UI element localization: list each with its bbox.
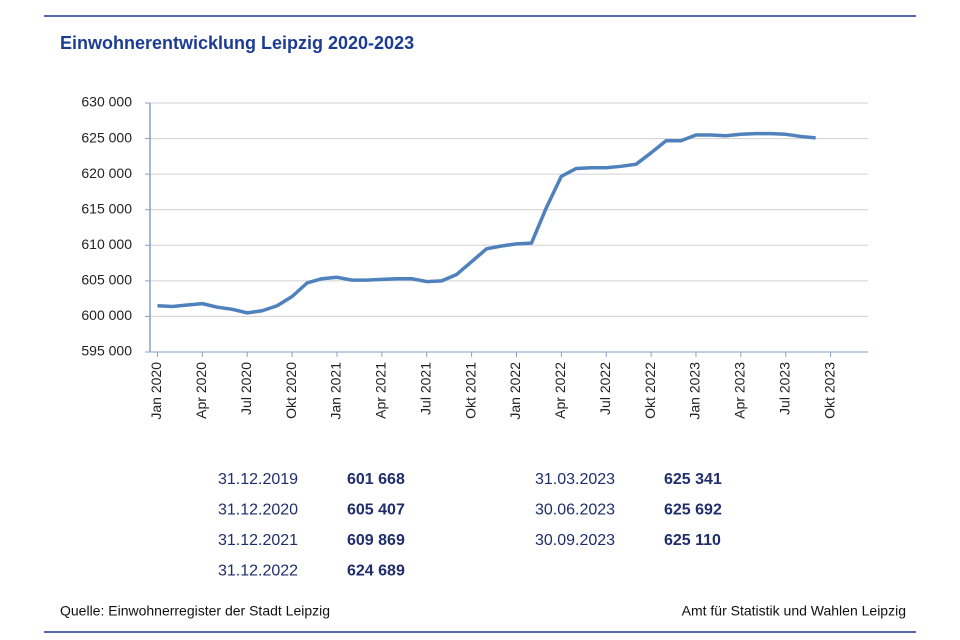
x-tick-label: Okt 2023	[821, 362, 837, 419]
x-tick-label: Apr 2020	[193, 362, 209, 419]
summary-value: 625 341	[664, 471, 722, 488]
y-tick-label: 630 000	[81, 94, 132, 110]
summary-date: 31.12.2022	[218, 563, 298, 580]
y-tick-label: 610 000	[81, 236, 132, 252]
x-tick-label: Okt 2021	[462, 362, 478, 419]
summary-date: 31.12.2019	[218, 471, 298, 488]
y-tick-label: 595 000	[81, 343, 132, 359]
x-tick-label: Apr 2021	[373, 362, 389, 419]
summary-value: 601 668	[347, 471, 405, 488]
y-tick-label: 625 000	[81, 129, 132, 145]
x-tick-label: Jul 2021	[417, 362, 433, 415]
x-tick-label: Apr 2023	[732, 362, 748, 419]
x-tick-label: Jan 2021	[328, 362, 344, 420]
y-tick-label: 605 000	[81, 272, 132, 288]
summary-date: 30.09.2023	[535, 532, 615, 549]
summary-value: 605 407	[347, 502, 405, 519]
chart-title: Einwohnerentwicklung Leipzig 2020-2023	[60, 33, 414, 53]
y-tick-label: 600 000	[81, 307, 132, 323]
publisher-note: Amt für Statistik und Wahlen Leipzig	[682, 603, 906, 619]
summary-value: 624 689	[347, 563, 405, 580]
x-tick-label: Apr 2022	[552, 362, 568, 419]
x-tick-label: Jan 2022	[507, 362, 523, 420]
x-tick-label: Jul 2020	[238, 362, 254, 415]
data-line	[157, 131, 816, 315]
summary-value: 625 692	[664, 502, 722, 519]
y-tick-label: 620 000	[81, 165, 132, 181]
summary-value: 625 110	[664, 532, 721, 549]
x-tick-label: Okt 2022	[642, 362, 658, 419]
summary-date: 31.03.2023	[535, 471, 615, 488]
x-tick-label: Jul 2023	[776, 362, 792, 415]
x-tick-label: Okt 2020	[283, 362, 299, 419]
summary-date: 31.12.2021	[218, 532, 298, 549]
source-note: Quelle: Einwohnerregister der Stadt Leip…	[60, 603, 330, 619]
x-tick-label: Jan 2020	[148, 362, 164, 420]
y-tick-label: 615 000	[81, 200, 132, 216]
summary-value: 609 869	[347, 532, 405, 549]
summary-date: 30.06.2023	[535, 502, 615, 519]
x-tick-label: Jan 2023	[687, 362, 703, 420]
summary-date: 31.12.2020	[218, 502, 298, 519]
x-tick-label: Jul 2022	[597, 362, 613, 415]
